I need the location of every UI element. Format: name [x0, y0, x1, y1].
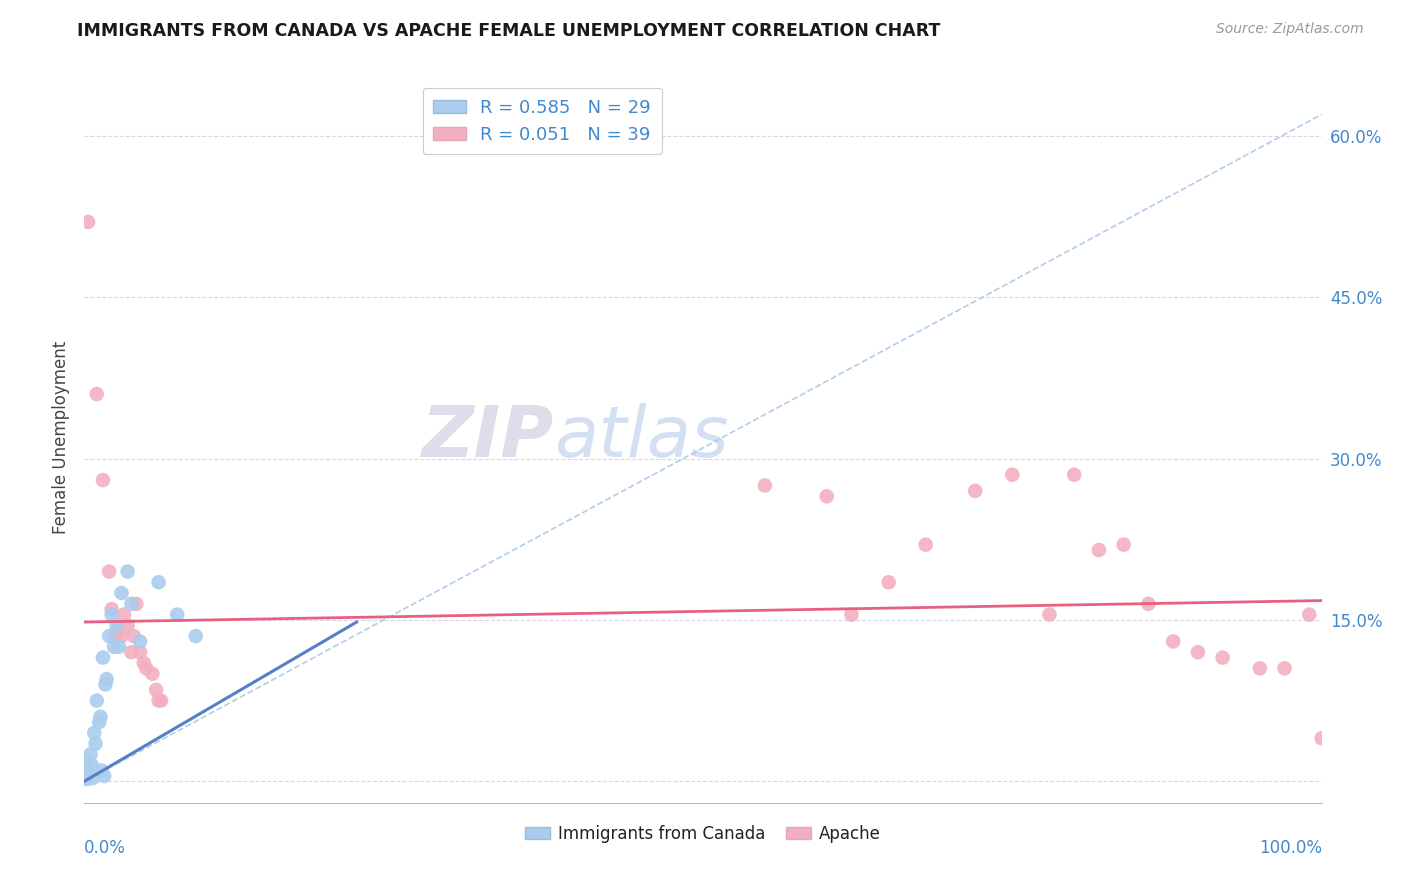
Point — [98, 565, 121, 579]
Text: atlas: atlas — [554, 402, 730, 472]
Text: Source: ZipAtlas.com: Source: ZipAtlas.com — [1216, 22, 1364, 37]
Point — [80, 758, 103, 772]
Point — [135, 661, 157, 675]
Point — [98, 629, 121, 643]
Point — [1137, 597, 1160, 611]
Point — [877, 575, 900, 590]
Point — [75, 769, 97, 783]
Point — [1112, 538, 1135, 552]
Point — [117, 565, 139, 579]
Point — [1161, 634, 1184, 648]
Point — [1038, 607, 1060, 622]
Point — [122, 629, 145, 643]
Point — [125, 597, 148, 611]
Point — [110, 586, 132, 600]
Point — [120, 597, 142, 611]
Point — [83, 726, 105, 740]
Point — [110, 629, 132, 643]
Point — [1298, 607, 1320, 622]
Point — [1249, 661, 1271, 675]
Point — [141, 666, 163, 681]
Point — [84, 737, 107, 751]
Point — [103, 640, 125, 654]
Point — [1001, 467, 1024, 482]
Y-axis label: Female Unemployment: Female Unemployment — [52, 341, 70, 533]
Point — [89, 710, 111, 724]
Point — [1212, 650, 1234, 665]
Text: ZIP: ZIP — [422, 402, 554, 472]
Point — [77, 755, 100, 769]
Point — [91, 650, 114, 665]
Point — [148, 693, 170, 707]
Point — [815, 489, 838, 503]
Point — [96, 672, 118, 686]
Point — [89, 715, 111, 730]
Point — [1274, 661, 1296, 675]
Point — [120, 645, 142, 659]
Point — [86, 387, 108, 401]
Legend: Immigrants from Canada, Apache: Immigrants from Canada, Apache — [519, 818, 887, 849]
Text: 100.0%: 100.0% — [1258, 839, 1322, 857]
Point — [104, 629, 127, 643]
Point — [91, 473, 114, 487]
Point — [108, 640, 131, 654]
Point — [132, 656, 155, 670]
Point — [129, 634, 152, 648]
Point — [86, 693, 108, 707]
Point — [1063, 467, 1085, 482]
Point — [129, 645, 152, 659]
Point — [166, 607, 188, 622]
Point — [112, 607, 135, 622]
Point — [965, 483, 987, 498]
Point — [94, 677, 117, 691]
Point — [107, 624, 129, 638]
Point — [77, 215, 100, 229]
Point — [754, 478, 776, 492]
Point — [79, 747, 101, 762]
Point — [1088, 543, 1111, 558]
Point — [150, 693, 173, 707]
Point — [93, 769, 115, 783]
Point — [145, 682, 167, 697]
Point — [1187, 645, 1209, 659]
Point — [148, 575, 170, 590]
Point — [117, 618, 139, 632]
Text: 0.0%: 0.0% — [84, 839, 127, 857]
Point — [105, 618, 128, 632]
Point — [100, 602, 122, 616]
Point — [100, 607, 122, 622]
Text: IMMIGRANTS FROM CANADA VS APACHE FEMALE UNEMPLOYMENT CORRELATION CHART: IMMIGRANTS FROM CANADA VS APACHE FEMALE … — [77, 22, 941, 40]
Point — [914, 538, 936, 552]
Point — [90, 764, 112, 778]
Point — [841, 607, 863, 622]
Point — [79, 765, 101, 780]
Point — [1310, 731, 1333, 746]
Point — [184, 629, 207, 643]
Point — [76, 772, 98, 786]
Point — [82, 771, 104, 785]
